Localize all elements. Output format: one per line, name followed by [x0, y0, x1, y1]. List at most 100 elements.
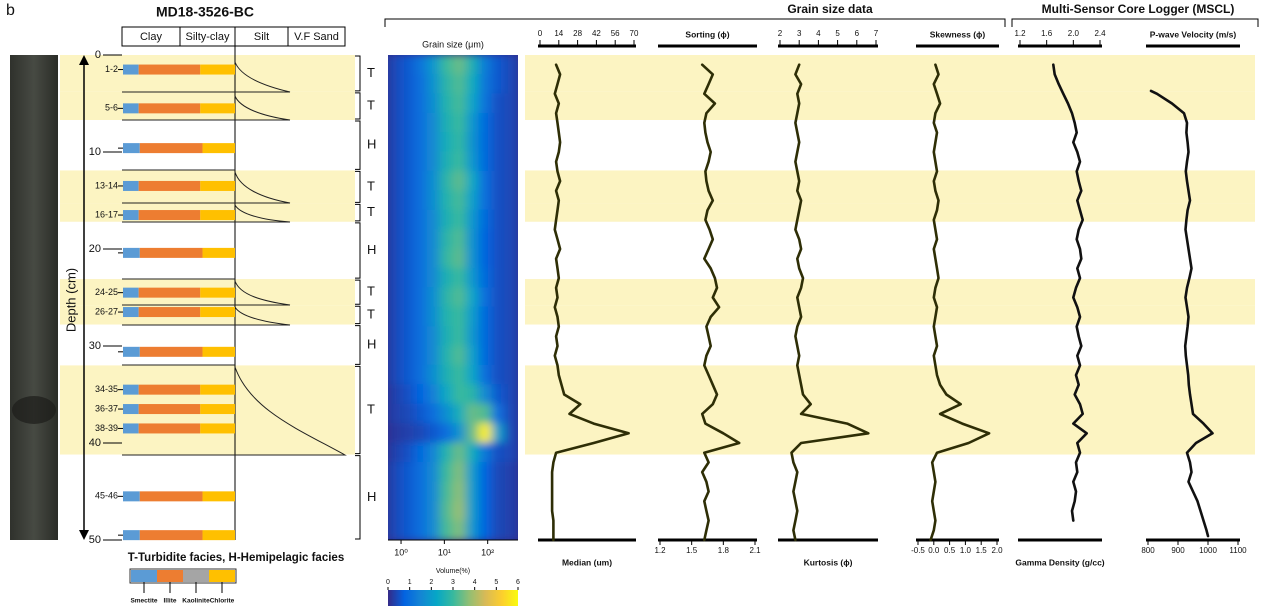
heatmap-cell: [388, 306, 402, 328]
heatmap-cell: [439, 151, 454, 172]
facies-label: H: [367, 489, 376, 504]
heatmap-cell: [491, 442, 506, 463]
heatmap-cell: [478, 364, 493, 386]
heatmap-cell: [400, 423, 415, 444]
heatmap-cell: [465, 423, 480, 444]
x-tick-label: 1.5: [976, 546, 988, 555]
heatmap-cell: [465, 345, 480, 366]
x-tick-label: 56: [611, 29, 620, 38]
clay-segment: [123, 404, 139, 415]
heatmap-cell: [439, 500, 454, 522]
heatmap-cell: [478, 73, 493, 95]
heatmap-cell: [504, 423, 518, 444]
facies-bracket: [355, 170, 361, 203]
heatmap-cell: [400, 442, 415, 463]
column-header: [121, 26, 346, 47]
heatmap-cell: [388, 170, 402, 192]
profile-line: [1052, 63, 1088, 522]
heatmap-cell: [388, 442, 402, 463]
heatmap-cell: [491, 500, 506, 522]
group-bracket: [1011, 18, 1259, 27]
heatmap-cell: [465, 112, 480, 134]
heatmap-cell: [388, 520, 402, 540]
sample-label: 5-6: [105, 103, 118, 113]
heatmap-cell: [400, 364, 415, 386]
heatmap-cell: [491, 345, 506, 366]
heatmap-cell: [478, 345, 493, 366]
heatmap-cell: [388, 267, 402, 289]
core-photo: [10, 55, 58, 540]
legend-label: Illite: [163, 598, 176, 605]
heatmap-cell: [426, 132, 441, 153]
heatmap-cell: [439, 442, 454, 463]
y-tick-label: 10: [89, 146, 101, 158]
heatmap-cell: [452, 267, 467, 289]
clay-segment: [139, 143, 203, 154]
sample-label: 13-14: [95, 180, 118, 190]
heatmap-cell: [491, 209, 506, 231]
colorbar-tick-label: 3: [451, 579, 455, 586]
heatmap-cell: [465, 481, 480, 502]
heatmap-cell: [439, 423, 454, 444]
heatmap-cell: [388, 93, 402, 114]
clay-segment: [123, 346, 140, 357]
heatmap-cell: [439, 229, 454, 250]
heatmap-cell: [452, 248, 467, 269]
heatmap-cell: [400, 229, 415, 250]
heatmap-cell: [452, 384, 467, 405]
heatmap-cell: [439, 364, 454, 386]
heatmap-cell: [426, 306, 441, 328]
heatmap-cell: [465, 326, 480, 347]
axis-title: Median (um): [562, 557, 612, 567]
profile-line: [790, 63, 870, 542]
clay-segment: [138, 404, 201, 415]
axis-title: Sorting (ϕ): [685, 29, 729, 39]
facies-label: T: [367, 97, 375, 112]
heatmap-cell: [413, 364, 428, 386]
heatmap-cell: [388, 248, 402, 269]
heatmap-cell: [439, 481, 454, 502]
x-tick-label: 3: [797, 29, 802, 38]
heatmap-cell: [478, 481, 493, 502]
x-tick-label: 10²: [481, 547, 494, 557]
heatmap-cell: [400, 500, 415, 522]
heatmap-cell: [400, 520, 415, 540]
heatmap-cell: [504, 481, 518, 502]
heatmap-cell: [504, 364, 518, 386]
heatmap-cell: [491, 112, 506, 134]
x-tick-label: 800: [1141, 546, 1155, 555]
heatmap-cell: [504, 190, 518, 211]
facies-band: [525, 55, 1255, 92]
heatmap-cell: [452, 500, 467, 522]
y-tick-label: 0: [95, 49, 101, 61]
heatmap-cell: [465, 442, 480, 463]
colorbar-tick-label: 5: [494, 579, 498, 586]
heatmap-cell: [504, 384, 518, 405]
plot-layer: MD18-3526-BC Clay Silty-clay Silt V.F Sand De…: [63, 4, 1247, 606]
heatmap-cell: [413, 93, 428, 114]
heatmap-cell: [491, 364, 506, 386]
legend-swatch: [183, 570, 209, 582]
heatmap-cell: [491, 306, 506, 328]
x-tick-label: 1.8: [718, 546, 730, 555]
heatmap-cell: [400, 248, 415, 269]
clay-segment: [138, 180, 201, 191]
y-tick-label: 20: [89, 243, 101, 255]
clay-segment: [200, 287, 235, 298]
heatmap-cell: [426, 423, 441, 444]
heatmap-cell: [504, 403, 518, 425]
heatmap-cell: [400, 73, 415, 95]
heatmap-cell: [504, 520, 518, 540]
heatmap-cell: [452, 364, 467, 386]
heatmap-cell: [413, 209, 428, 231]
heatmap-cell: [413, 481, 428, 502]
heatmap-cell: [465, 151, 480, 172]
heatmap-cell: [452, 326, 467, 347]
facies-bracket: [355, 203, 361, 222]
heatmap-cell: [426, 364, 441, 386]
facies-label: T: [367, 65, 375, 80]
heatmap-cell: [426, 345, 441, 366]
heatmap-cell: [452, 403, 467, 425]
clay-segment: [138, 287, 201, 298]
